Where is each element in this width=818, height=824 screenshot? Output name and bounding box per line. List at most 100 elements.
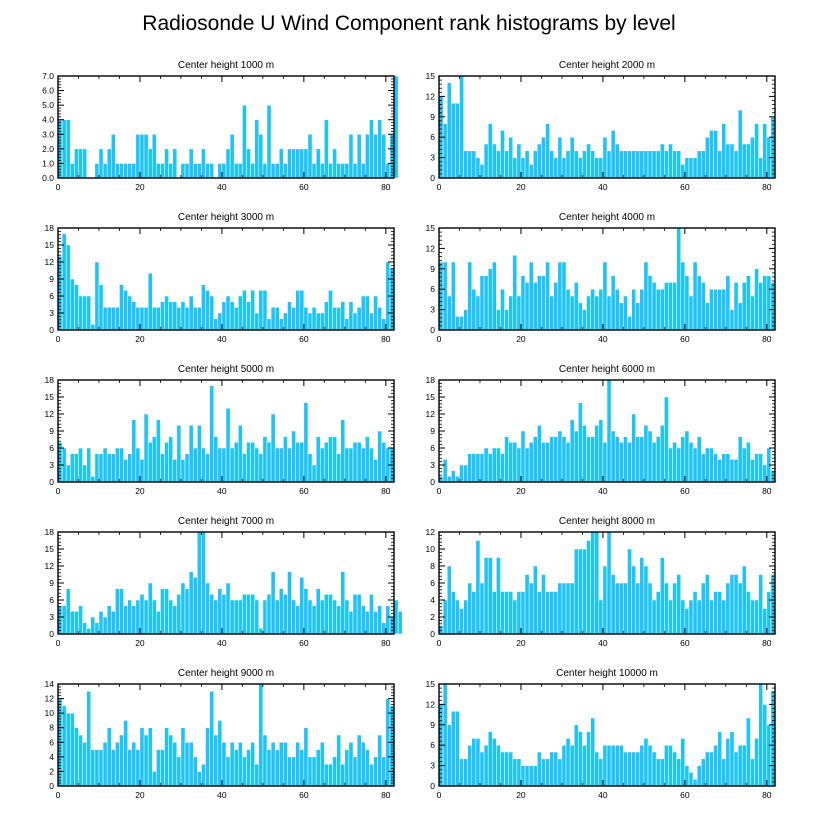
y-tick-label: 12 [45, 409, 55, 419]
bar [713, 591, 718, 635]
panel-title: Center height 1000 m [178, 60, 274, 71]
bar [602, 261, 608, 331]
bar [147, 727, 153, 787]
y-tick-label: 6 [49, 443, 54, 453]
bar [508, 136, 514, 179]
bar [537, 425, 542, 483]
bar [229, 742, 235, 787]
bar [246, 594, 251, 635]
bar [217, 163, 223, 179]
bar [164, 148, 169, 179]
bar [762, 275, 768, 331]
y-tick-label: 12 [426, 699, 436, 709]
bar [713, 130, 718, 179]
bar [459, 758, 464, 787]
bar [692, 778, 698, 787]
bar [520, 591, 526, 635]
bar [242, 290, 247, 331]
bar [365, 436, 370, 483]
bar [496, 447, 501, 483]
bar [741, 565, 747, 635]
y-tick-label: 5.0 [42, 100, 54, 110]
bar [123, 605, 128, 635]
bar [127, 163, 133, 179]
bar [188, 148, 194, 179]
bar [94, 453, 100, 483]
bar [610, 744, 616, 787]
bar [172, 148, 178, 179]
x-tick-label: 80 [381, 486, 391, 496]
bar [479, 275, 485, 331]
bar [291, 430, 296, 483]
bar [221, 301, 227, 331]
bar [332, 307, 337, 331]
bar [176, 756, 182, 787]
bar [713, 453, 718, 483]
bar [270, 742, 276, 787]
bar [594, 157, 600, 179]
x-tick-label: 20 [135, 334, 145, 344]
bar [668, 447, 673, 483]
bar [688, 772, 694, 787]
bar [516, 143, 522, 179]
bar [65, 588, 71, 635]
bar [475, 738, 481, 787]
bar [111, 453, 116, 483]
bar [578, 548, 583, 635]
bar [553, 157, 559, 179]
bar [70, 278, 75, 331]
bar [664, 744, 669, 787]
x-tick-label: 40 [598, 486, 608, 496]
bar [512, 442, 518, 483]
bar [700, 758, 706, 787]
bar [201, 447, 206, 483]
bar [692, 261, 698, 331]
bar [639, 436, 645, 483]
bar [606, 379, 612, 483]
bar [102, 616, 108, 635]
bar [197, 771, 202, 787]
bar [496, 150, 501, 179]
panel-title: Center height 10000 m [556, 668, 658, 679]
bar [356, 594, 362, 635]
x-tick-label: 60 [680, 486, 690, 496]
bar [446, 295, 452, 331]
bar [94, 749, 100, 787]
panel-1: Center height 1000 m 0 20 40 60 80 0.0 1.0 2.0 3.… [42, 60, 399, 192]
bar [602, 442, 608, 483]
bar [528, 582, 534, 635]
bar [160, 588, 165, 635]
y-tick-label: 0 [430, 781, 435, 791]
bar [549, 295, 554, 331]
bar [471, 150, 477, 179]
bar [340, 571, 346, 635]
bar [725, 275, 731, 331]
bar [500, 591, 505, 635]
bar [627, 751, 632, 787]
x-tick-label: 40 [217, 486, 227, 496]
bar [336, 163, 341, 179]
y-tick-label: 2 [430, 612, 435, 622]
bar [594, 751, 600, 787]
bar [733, 282, 739, 331]
bar [508, 295, 514, 331]
bar [512, 599, 518, 635]
bar [115, 588, 120, 635]
bar [541, 442, 546, 483]
bar [700, 282, 706, 331]
bar [336, 453, 341, 483]
bar [487, 268, 493, 331]
bar [737, 582, 743, 635]
x-tick-label: 60 [299, 790, 309, 800]
y-tick-label: 15 [45, 240, 55, 250]
bar [598, 157, 604, 179]
bar [655, 758, 661, 787]
bar [131, 742, 137, 787]
bar [352, 442, 358, 483]
bar [750, 758, 755, 787]
bar [545, 591, 550, 635]
bar [660, 425, 665, 483]
bar [307, 756, 313, 787]
bar [741, 447, 747, 483]
y-tick-label: 9 [430, 112, 435, 122]
